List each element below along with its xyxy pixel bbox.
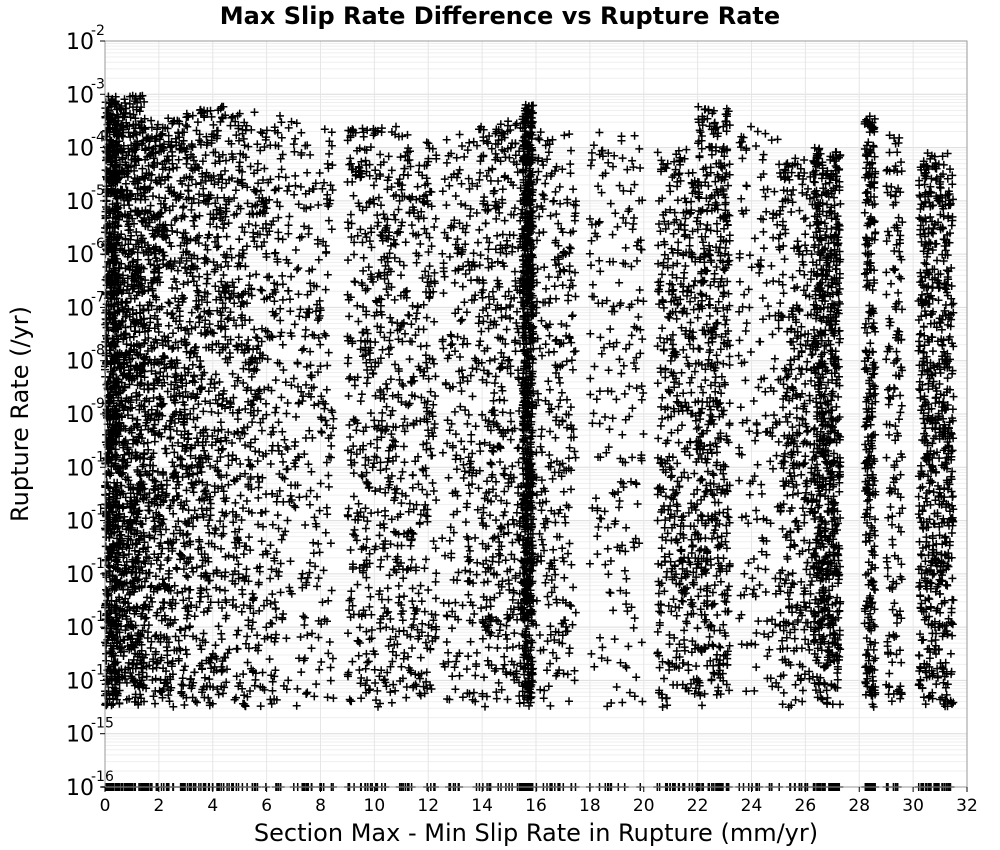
scatter-markers xyxy=(101,91,958,791)
y-tick-base: 10 xyxy=(66,563,94,588)
x-tick-label: 18 xyxy=(579,796,601,816)
x-tick-label: 14 xyxy=(471,796,493,816)
x-tick-label: 30 xyxy=(902,796,924,816)
y-tick-exponent: -3 xyxy=(91,76,105,92)
x-tick-label: 2 xyxy=(153,796,164,816)
x-tick-label: 12 xyxy=(417,796,439,816)
y-tick-base: 10 xyxy=(66,510,94,535)
y-axis-ticks: 10-1610-1510-1410-1310-1210-1110-1010-91… xyxy=(66,23,114,801)
y-tick-exponent: -13 xyxy=(91,609,114,625)
y-tick-base: 10 xyxy=(66,350,94,375)
y-tick-label: 10-13 xyxy=(66,609,114,641)
x-tick-label: 4 xyxy=(207,796,218,816)
y-tick-label: 10-11 xyxy=(66,503,114,535)
y-tick-exponent: -12 xyxy=(91,556,114,572)
y-tick-label: 10-2 xyxy=(66,23,105,55)
x-tick-label: 26 xyxy=(795,796,817,816)
x-tick-label: 6 xyxy=(261,796,272,816)
x-tick-label: 28 xyxy=(848,796,870,816)
y-tick-exponent: -9 xyxy=(91,396,105,412)
x-tick-label: 10 xyxy=(364,796,386,816)
y-tick-exponent: -4 xyxy=(91,130,105,146)
y-tick-label: 10-14 xyxy=(66,662,114,694)
y-tick-label: 10-7 xyxy=(66,289,105,321)
y-tick-label: 10-9 xyxy=(66,396,105,428)
y-tick-base: 10 xyxy=(66,190,94,215)
y-tick-exponent: -15 xyxy=(91,716,114,732)
y-tick-exponent: -8 xyxy=(91,343,105,359)
y-tick-exponent: -2 xyxy=(91,23,105,39)
y-tick-label: 10-16 xyxy=(66,769,114,801)
y-tick-exponent: -14 xyxy=(91,662,114,678)
y-tick-exponent: -5 xyxy=(91,183,105,199)
y-tick-label: 10-4 xyxy=(66,130,105,162)
y-tick-exponent: -7 xyxy=(91,289,105,305)
x-tick-label: 16 xyxy=(525,796,547,816)
y-tick-base: 10 xyxy=(66,137,94,162)
y-tick-base: 10 xyxy=(66,296,94,321)
y-tick-base: 10 xyxy=(66,30,94,55)
x-tick-label: 22 xyxy=(687,796,709,816)
y-tick-base: 10 xyxy=(66,776,94,801)
y-tick-base: 10 xyxy=(66,243,94,268)
y-tick-label: 10-5 xyxy=(66,183,105,215)
x-tick-label: 0 xyxy=(100,796,111,816)
x-tick-label: 24 xyxy=(741,796,763,816)
y-tick-label: 10-12 xyxy=(66,556,114,588)
y-tick-base: 10 xyxy=(66,83,94,108)
y-axis-label: Rupture Rate (/yr) xyxy=(6,306,34,522)
y-tick-label: 10-6 xyxy=(66,236,105,268)
x-tick-label: 32 xyxy=(956,796,978,816)
chart-title: Max Slip Rate Difference vs Rupture Rate xyxy=(220,2,780,30)
y-tick-exponent: -6 xyxy=(91,236,105,252)
y-tick-base: 10 xyxy=(66,723,94,748)
y-tick-label: 10-8 xyxy=(66,343,105,375)
y-tick-label: 10-3 xyxy=(66,76,105,108)
x-axis-ticks: 0 2 4 6 8 10 12 14 16 18 20 22 24 26 28 30 32 xyxy=(100,787,978,816)
y-tick-base: 10 xyxy=(66,669,94,694)
y-tick-base: 10 xyxy=(66,403,94,428)
x-tick-label: 8 xyxy=(315,796,326,816)
x-axis-label: Section Max - Min Slip Rate in Rupture (… xyxy=(254,819,818,847)
y-tick-exponent: -11 xyxy=(91,503,114,519)
y-tick-exponent: -16 xyxy=(91,769,114,785)
data-points xyxy=(101,91,958,791)
y-tick-base: 10 xyxy=(66,616,94,641)
y-tick-exponent: -10 xyxy=(91,449,114,465)
y-tick-label: 10-15 xyxy=(66,716,114,748)
y-tick-base: 10 xyxy=(66,456,94,481)
y-tick-label: 10-10 xyxy=(66,449,114,481)
x-tick-label: 20 xyxy=(633,796,655,816)
